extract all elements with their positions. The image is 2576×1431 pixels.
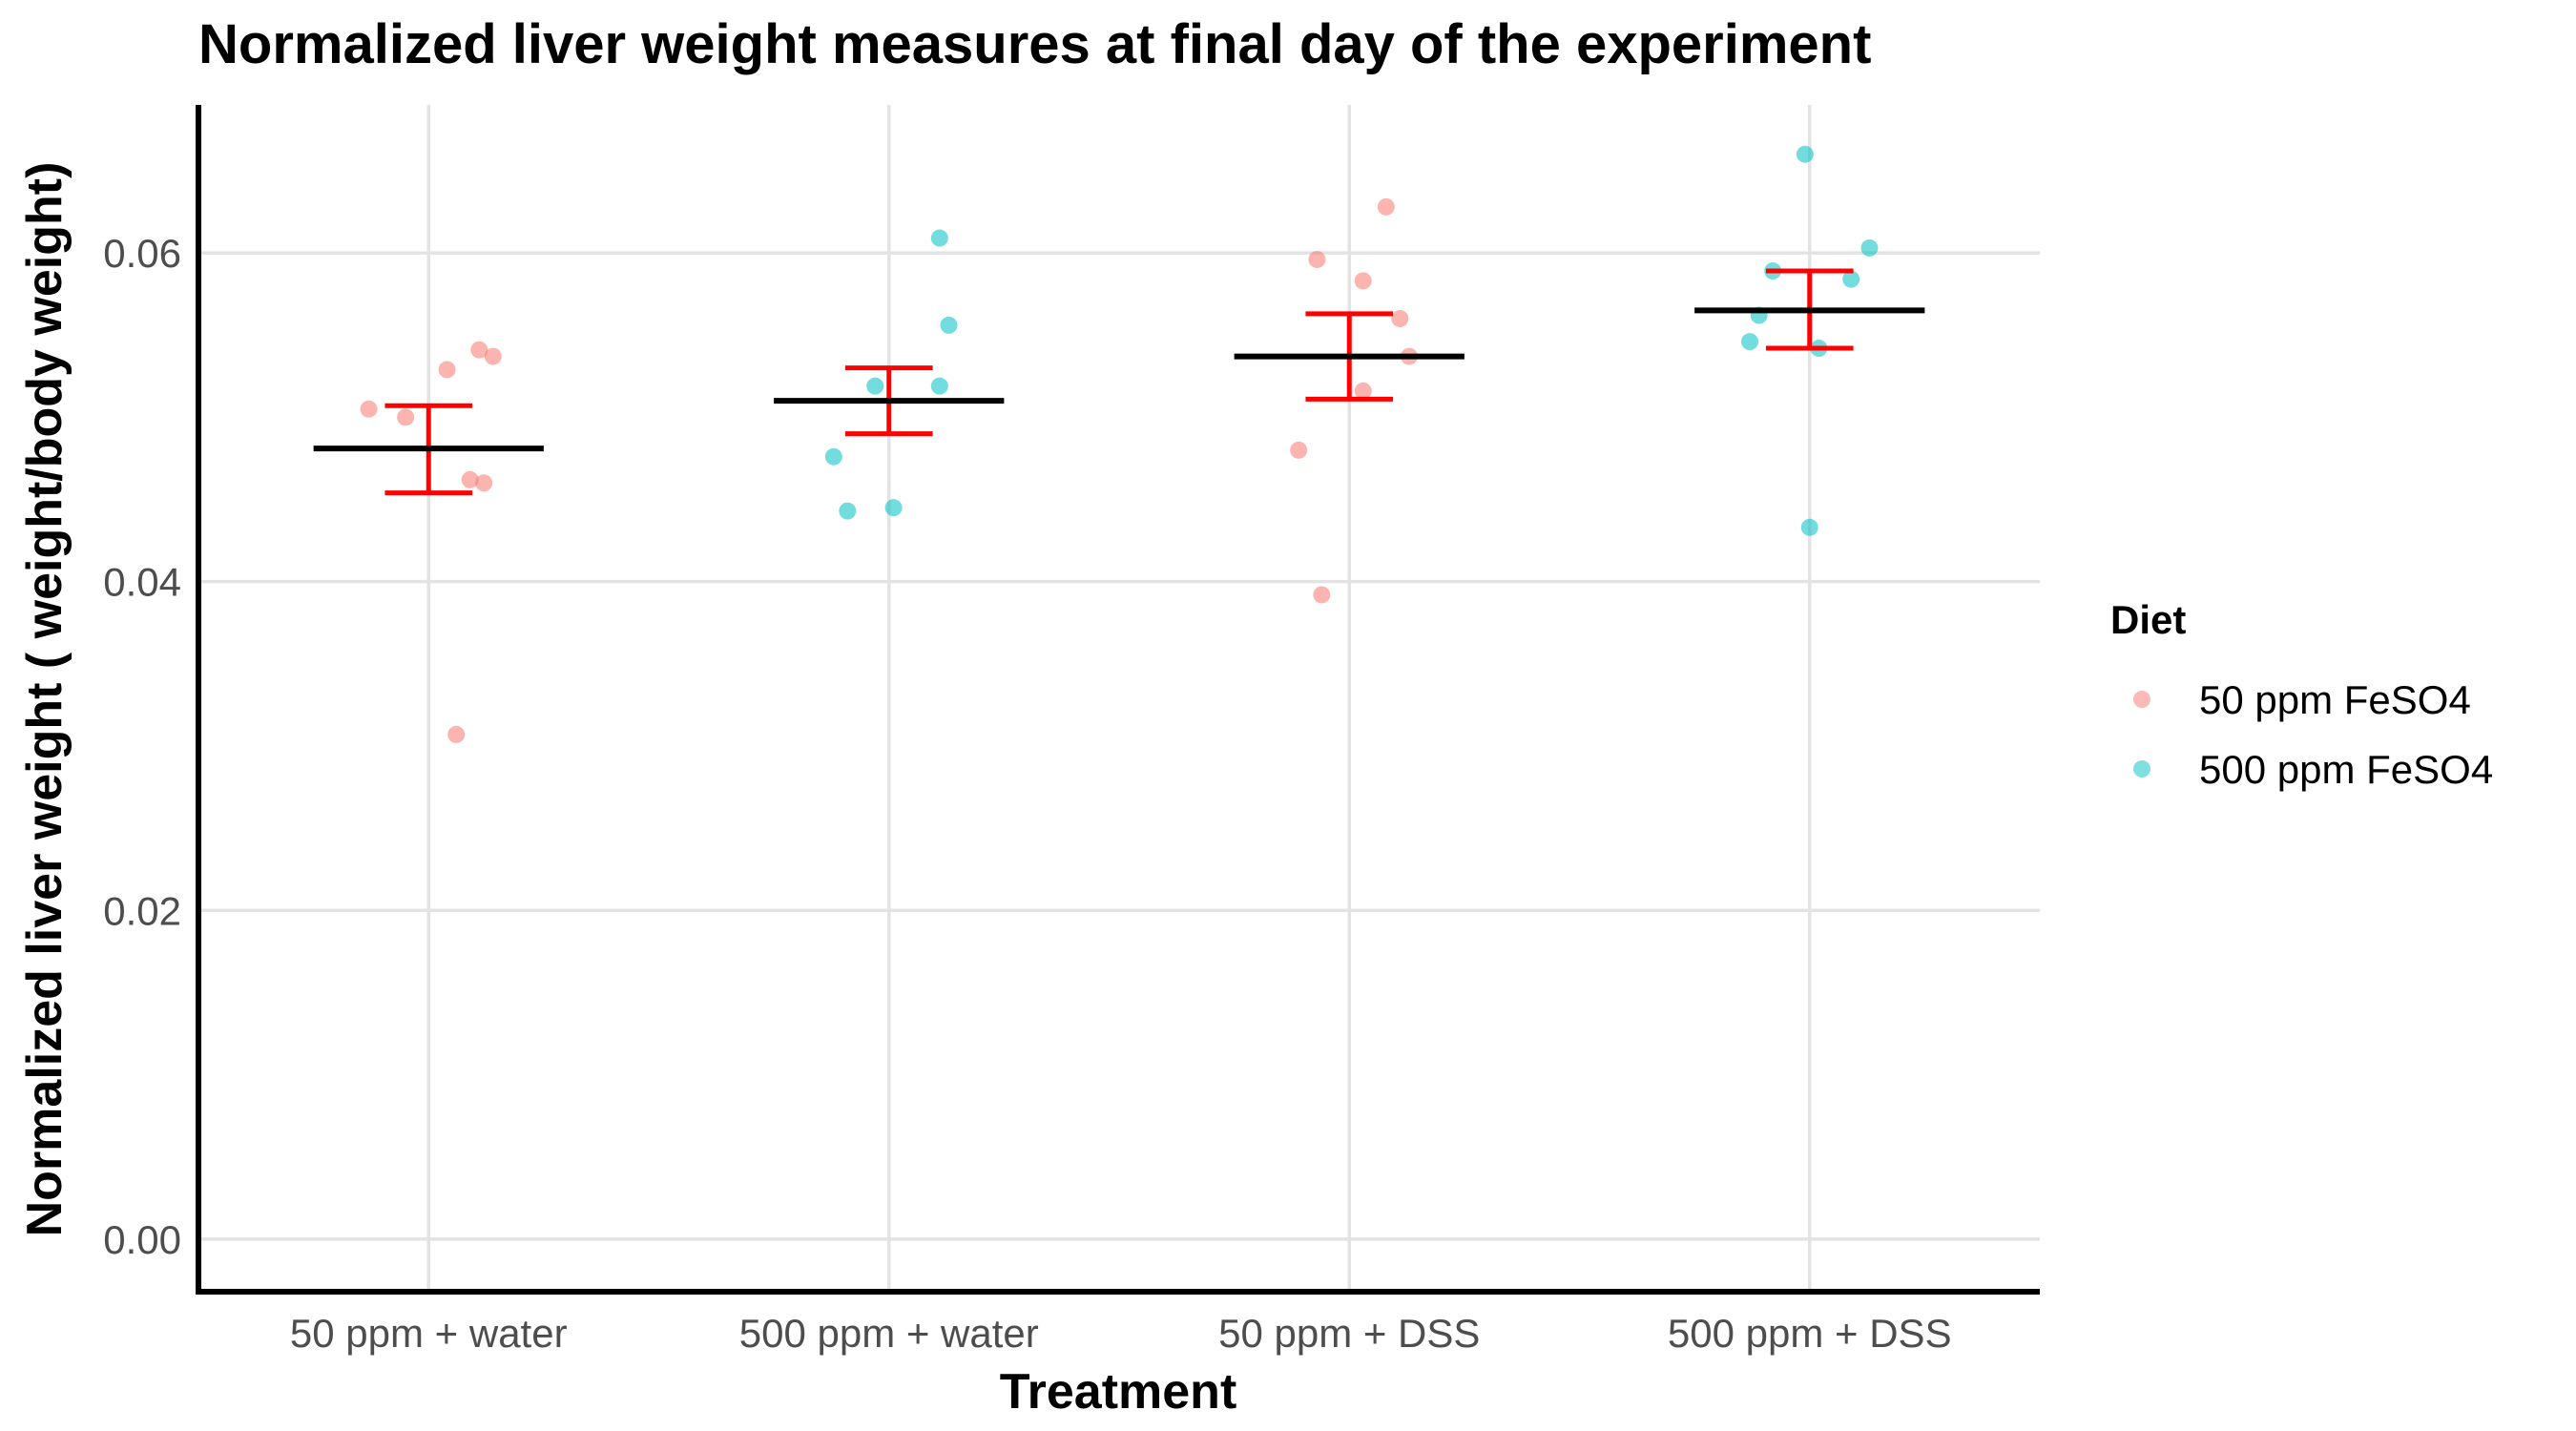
point-series0-1 — [397, 408, 415, 426]
point-series1-14 — [1860, 238, 1879, 257]
data-points — [360, 145, 1879, 743]
legend-key-50ppm — [2133, 691, 2150, 708]
x-tick-labels: 50 ppm + water 500 ppm + water 50 ppm + DS… — [290, 1311, 1952, 1356]
legend-label-500ppm: 500 ppm FeSO4 — [2199, 747, 2493, 792]
point-series1-2 — [866, 377, 884, 395]
x-tick-label-2: 50 ppm + DSS — [1218, 1311, 1480, 1356]
point-series1-3 — [884, 499, 903, 517]
point-series0-2 — [438, 361, 456, 379]
point-series0-8 — [1290, 441, 1308, 459]
legend-label-50ppm: 50 ppm FeSO4 — [2199, 677, 2471, 722]
point-series0-13 — [1377, 197, 1395, 216]
point-series0-6 — [475, 474, 493, 492]
x-axis-title: Treatment — [1000, 1364, 1237, 1420]
summary-marks — [313, 268, 1925, 496]
point-series1-1 — [839, 502, 857, 520]
chart-title: Normalized liver weight measures at fina… — [198, 13, 1871, 75]
point-series1-7 — [1741, 333, 1759, 351]
y-tick-label-1: 0.02 — [103, 888, 181, 933]
point-series0-4 — [484, 347, 502, 365]
y-axis-title: Normalized liver weight ( weight/body we… — [17, 162, 73, 1237]
point-series0-9 — [1308, 250, 1326, 268]
point-series1-13 — [1842, 270, 1860, 288]
point-series1-0 — [824, 447, 842, 466]
point-series0-10 — [1313, 586, 1331, 604]
legend-key-500ppm — [2133, 760, 2150, 778]
gridlines — [198, 105, 2040, 1292]
point-series0-14 — [1391, 309, 1409, 327]
point-series0-3 — [470, 341, 488, 359]
point-series1-11 — [1800, 518, 1818, 536]
point-series1-10 — [1796, 145, 1814, 163]
point-series0-12 — [1354, 382, 1372, 400]
x-tick-label-1: 500 ppm + water — [739, 1311, 1039, 1356]
y-tick-label-2: 0.04 — [103, 560, 181, 605]
legend-title: Diet — [2110, 597, 2186, 642]
point-series1-5 — [930, 229, 948, 247]
y-tick-label-0: 0.00 — [103, 1217, 181, 1262]
point-series0-7 — [447, 725, 466, 743]
point-series0-0 — [360, 400, 378, 418]
x-tick-label-3: 500 ppm + DSS — [1668, 1311, 1952, 1356]
x-tick-label-0: 50 ppm + water — [290, 1311, 568, 1356]
y-tick-label-3: 0.06 — [103, 231, 181, 276]
point-series0-5 — [461, 470, 479, 488]
point-series1-4 — [930, 377, 948, 395]
legend: Diet 50 ppm FeSO4 500 ppm FeSO4 — [2110, 597, 2493, 792]
y-tick-labels: 0.00 0.02 0.04 0.06 — [103, 231, 181, 1262]
point-series0-11 — [1354, 272, 1372, 290]
point-series1-6 — [940, 316, 958, 334]
